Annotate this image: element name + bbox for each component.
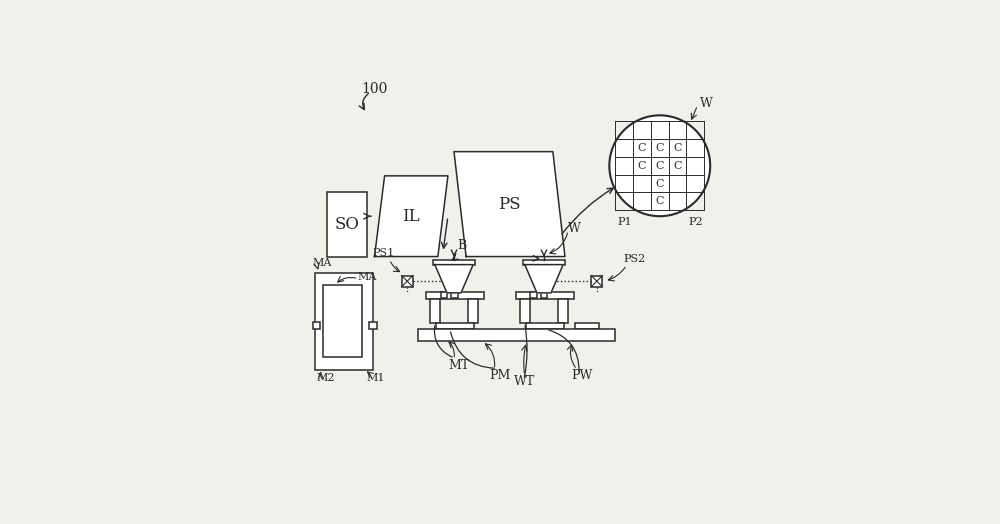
Text: P1: P1 [617,217,632,227]
Text: PS: PS [498,195,521,213]
Bar [541,292,547,298]
Text: SO: SO [335,216,360,233]
Text: C: C [673,161,682,171]
Text: WT: WT [514,375,535,388]
Bar [523,260,565,265]
Text: C: C [656,161,664,171]
Polygon shape [375,176,448,257]
Text: B: B [457,239,467,252]
Text: C: C [656,143,664,153]
Polygon shape [454,151,565,257]
Bar [430,299,440,323]
Bar [323,285,362,357]
Circle shape [609,115,710,216]
Text: W: W [568,222,581,235]
Bar [516,292,574,299]
Bar [402,276,413,287]
Bar [369,322,377,329]
Bar [520,299,530,323]
Polygon shape [435,265,473,293]
Text: C: C [656,196,664,206]
Text: C: C [656,179,664,189]
Text: MA: MA [357,272,377,282]
Bar [315,272,373,369]
Text: W: W [700,97,713,110]
Bar [526,323,564,329]
Bar [692,180,699,187]
Text: M2: M2 [317,373,335,383]
Text: C: C [673,143,682,153]
Bar [575,323,599,329]
Text: 100: 100 [361,82,388,96]
Bar [327,192,367,257]
Bar [530,292,537,298]
Bar [558,299,568,323]
Bar [468,299,478,323]
Text: IL: IL [402,208,420,225]
Bar [433,260,475,265]
Bar [441,292,447,298]
Bar [418,329,615,341]
Text: P2: P2 [688,217,703,227]
Text: PM: PM [490,369,511,382]
Bar [621,180,628,187]
Bar [426,292,484,299]
Bar [591,276,602,287]
Text: PS1: PS1 [372,248,395,258]
Text: MA: MA [313,258,332,268]
Text: C: C [638,143,646,153]
Bar [436,323,474,329]
Text: PS2: PS2 [624,254,646,264]
Text: C: C [638,161,646,171]
Text: PW: PW [571,369,593,382]
Bar [451,292,458,298]
Text: MT: MT [449,359,470,372]
Polygon shape [525,265,563,293]
Bar [313,322,320,329]
Text: M1: M1 [366,373,385,383]
